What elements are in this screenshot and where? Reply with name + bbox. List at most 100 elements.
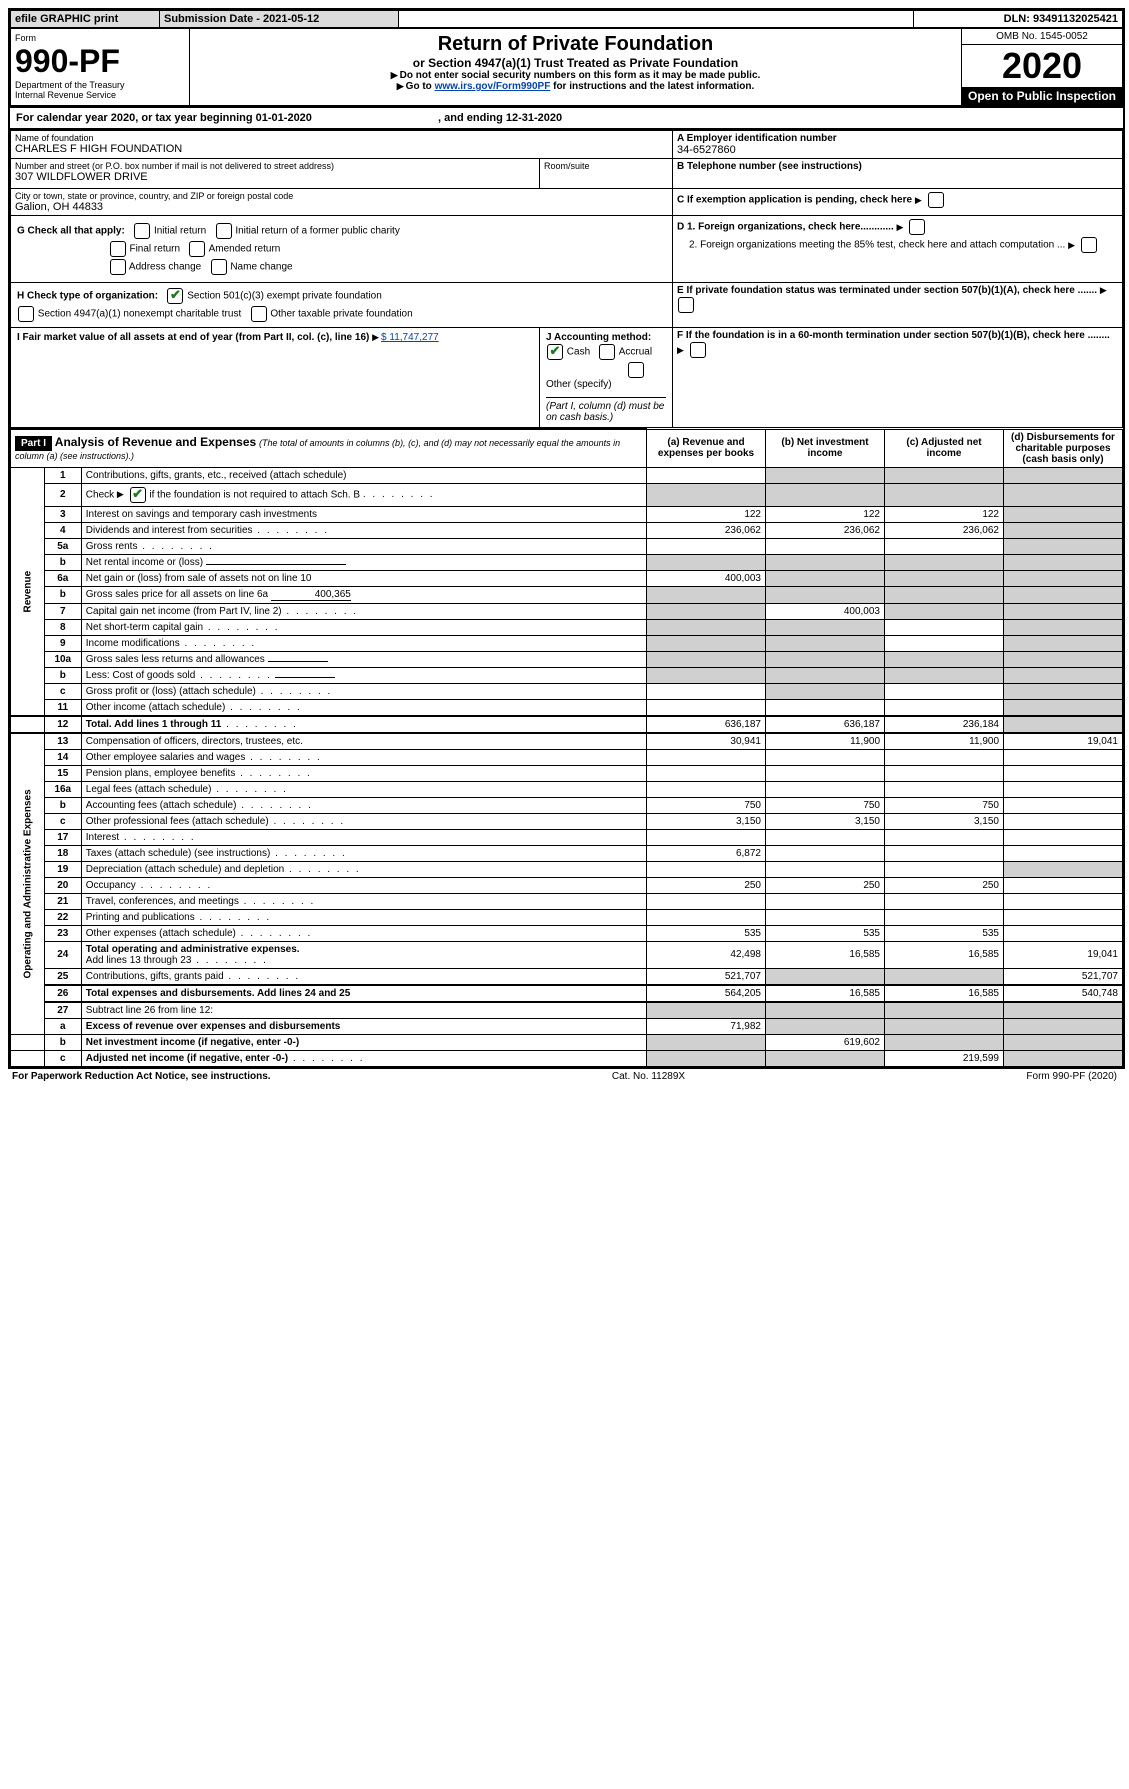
cell-value: 16,585 <box>885 985 1004 1002</box>
c-checkbox[interactable] <box>928 192 944 208</box>
row-label: Interest on savings and temporary cash i… <box>81 506 646 522</box>
cell-value: 122 <box>885 506 1004 522</box>
form-subtitle: or Section 4947(a)(1) Trust Treated as P… <box>194 56 957 70</box>
id-block: Name of foundation CHARLES F HIGH FOUNDA… <box>10 130 1123 428</box>
cell-value: 3,150 <box>647 813 766 829</box>
j-other-checkbox[interactable] <box>628 362 644 378</box>
form-container: efile GRAPHIC print Submission Date - 20… <box>8 8 1125 1069</box>
row-label: Legal fees (attach schedule) <box>86 784 212 795</box>
row-num: a <box>44 1018 81 1034</box>
row-label: Gross rents <box>86 541 138 552</box>
row-label: Less: Cost of goods sold <box>86 670 196 681</box>
row-num: 4 <box>44 522 81 538</box>
tax-year: 2020 <box>962 45 1122 87</box>
table-row: 4 Dividends and interest from securities… <box>11 522 1123 538</box>
cell-value: 6,872 <box>647 845 766 861</box>
g-final: Final return <box>129 244 180 255</box>
cell-value: 236,184 <box>885 716 1004 733</box>
e-label: E If private foundation status was termi… <box>677 285 1097 296</box>
row-num: 21 <box>44 893 81 909</box>
table-row: 8 Net short-term capital gain <box>11 619 1123 635</box>
row-label: Interest <box>86 832 119 843</box>
cell-value: 535 <box>885 925 1004 941</box>
e-checkbox[interactable] <box>678 297 694 313</box>
cell-value: 3,150 <box>885 813 1004 829</box>
table-row: 9 Income modifications <box>11 635 1123 651</box>
expenses-side-label: Operating and Administrative Expenses <box>11 733 45 1035</box>
addr-value: 307 WILDFLOWER DRIVE <box>15 171 535 183</box>
instr-ssn: Do not enter social security numbers on … <box>400 70 761 81</box>
g-amended-checkbox[interactable] <box>189 241 205 257</box>
h-4947: Section 4947(a)(1) nonexempt charitable … <box>38 309 241 320</box>
table-row: 19 Depreciation (attach schedule) and de… <box>11 861 1123 877</box>
cell-value: 11,900 <box>766 733 885 750</box>
row-label: Gross sales less returns and allowances <box>86 654 265 665</box>
row-label: Compensation of officers, directors, tru… <box>81 733 646 750</box>
instructions-link[interactable]: www.irs.gov/Form990PF <box>435 81 551 92</box>
schb-checkbox[interactable] <box>130 487 146 503</box>
row-num: 23 <box>44 925 81 941</box>
cell-value: 236,062 <box>647 522 766 538</box>
row-num: 19 <box>44 861 81 877</box>
footer-left: For Paperwork Reduction Act Notice, see … <box>12 1071 271 1082</box>
g-name-checkbox[interactable] <box>211 259 227 275</box>
row-label: Capital gain net income (from Part IV, l… <box>86 606 282 617</box>
cal-begin: For calendar year 2020, or tax year begi… <box>16 112 312 124</box>
cell-value: 540,748 <box>1004 985 1123 1002</box>
table-row: Revenue 1 Contributions, gifts, grants, … <box>11 467 1123 483</box>
g-initial: Initial return <box>154 226 206 237</box>
h-501c3-checkbox[interactable] <box>167 288 183 304</box>
table-row: 12 Total. Add lines 1 through 11 636,187… <box>11 716 1123 733</box>
row-label: Contributions, gifts, grants paid <box>86 971 224 982</box>
table-row: 18 Taxes (attach schedule) (see instruct… <box>11 845 1123 861</box>
row-num: c <box>44 1050 81 1066</box>
row-num: 1 <box>44 467 81 483</box>
cell-value: 250 <box>885 877 1004 893</box>
form-number: 990-PF <box>15 43 185 80</box>
row-label: Accounting fees (attach schedule) <box>86 800 237 811</box>
cell-value: 16,585 <box>766 941 885 968</box>
d2-checkbox[interactable] <box>1081 237 1097 253</box>
g-address-checkbox[interactable] <box>110 259 126 275</box>
row-num: b <box>44 797 81 813</box>
cell-value: 400,003 <box>766 603 885 619</box>
irs-label: Internal Revenue Service <box>15 90 185 100</box>
h-label: H Check type of organization: <box>17 291 158 302</box>
row-num: c <box>44 813 81 829</box>
row-num: 9 <box>44 635 81 651</box>
row-num: 20 <box>44 877 81 893</box>
line6b-value: 400,365 <box>271 589 351 601</box>
row-label: Excess of revenue over expenses and disb… <box>86 1021 341 1032</box>
form-word: Form <box>15 33 185 43</box>
row-label: Net short-term capital gain <box>86 622 203 633</box>
page-footer: For Paperwork Reduction Act Notice, see … <box>8 1069 1121 1084</box>
g-final-checkbox[interactable] <box>110 241 126 257</box>
cell-value: 122 <box>647 506 766 522</box>
h-other: Other taxable private foundation <box>270 309 412 320</box>
i-fmv-link[interactable]: $ 11,747,277 <box>381 332 439 343</box>
efile-button[interactable]: efile GRAPHIC print <box>11 11 160 28</box>
row-label: Net gain or (loss) from sale of assets n… <box>81 570 646 586</box>
j-accrual-checkbox[interactable] <box>599 344 615 360</box>
col-d-header: (d) Disbursements for charitable purpose… <box>1004 429 1123 467</box>
row-label: Depreciation (attach schedule) and deple… <box>86 864 284 875</box>
j-cash-checkbox[interactable] <box>547 344 563 360</box>
room-label: Room/suite <box>544 161 668 171</box>
d1-checkbox[interactable] <box>909 219 925 235</box>
g-initial-former-checkbox[interactable] <box>216 223 232 239</box>
table-row: b Accounting fees (attach schedule) 750 … <box>11 797 1123 813</box>
f-checkbox[interactable] <box>690 342 706 358</box>
row-label: Other income (attach schedule) <box>86 702 226 713</box>
h-other-checkbox[interactable] <box>251 306 267 322</box>
row-label: Total expenses and disbursements. Add li… <box>86 988 351 999</box>
row2-b: if the foundation is not required to att… <box>149 489 360 500</box>
row-num: 17 <box>44 829 81 845</box>
city-label: City or town, state or province, country… <box>15 191 668 201</box>
foundation-name: CHARLES F HIGH FOUNDATION <box>15 143 668 155</box>
g-initial-checkbox[interactable] <box>134 223 150 239</box>
table-row: b Gross sales price for all assets on li… <box>11 586 1123 603</box>
j-other: Other (specify) <box>546 379 612 390</box>
cal-end: , and ending 12-31-2020 <box>438 112 562 124</box>
cell-value: 3,150 <box>766 813 885 829</box>
h-4947-checkbox[interactable] <box>18 306 34 322</box>
